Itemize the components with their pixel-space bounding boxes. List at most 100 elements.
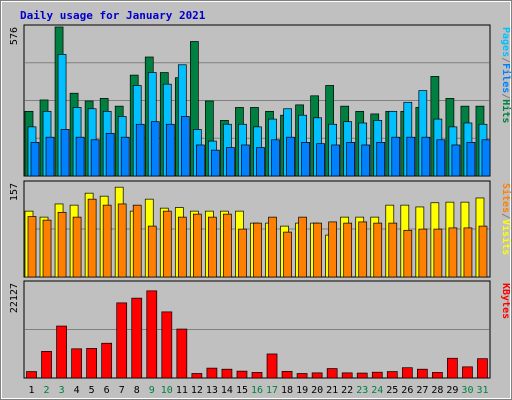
bar-kbytes-day-3 xyxy=(56,325,67,379)
bar-kbytes-day-6 xyxy=(101,342,113,379)
y-max-label: 22127 xyxy=(9,283,20,313)
bar-pages-day-31 xyxy=(481,139,491,177)
x-tick-label-day-27: 27 xyxy=(416,385,428,396)
bar-kbytes-day-21 xyxy=(326,368,338,379)
bar-pages-day-13 xyxy=(211,149,220,177)
legend-slash: / xyxy=(500,57,511,63)
bar-sites-day-18 xyxy=(283,231,292,278)
bar-pages-day-6 xyxy=(105,132,115,177)
x-tick-label-day-5: 5 xyxy=(89,385,95,396)
bar-sites-day-5 xyxy=(87,198,97,278)
bar-sites-day-26 xyxy=(403,229,413,278)
x-tick-label-day-8: 8 xyxy=(134,385,140,396)
panel-bottom: 22127 KBytes xyxy=(9,280,511,379)
bar-pages-day-12 xyxy=(196,144,205,177)
bar-sites-day-15 xyxy=(238,228,247,278)
legend-label-middle: Sites/Visits xyxy=(500,183,512,255)
bar-kbytes-day-27 xyxy=(417,368,428,379)
y-max-label: 157 xyxy=(9,183,20,201)
bar-sites-day-28 xyxy=(433,228,443,278)
chart-title: Daily usage for January 2021 xyxy=(20,9,206,22)
legend-hits: Hits xyxy=(500,99,512,123)
bar-pages-day-9 xyxy=(150,121,160,177)
x-tick-label-day-25: 25 xyxy=(386,385,398,396)
bar-kbytes-day-26 xyxy=(401,367,413,379)
bar-kbytes-day-29 xyxy=(447,357,458,379)
bar-sites-day-6 xyxy=(102,204,112,278)
bar-sites-day-16 xyxy=(253,222,262,278)
bar-pages-day-4 xyxy=(75,136,85,177)
bar-kbytes-day-20 xyxy=(311,372,323,379)
bar-pages-day-15 xyxy=(241,144,250,177)
bar-pages-day-26 xyxy=(406,136,416,177)
x-tick-label-day-10: 10 xyxy=(161,385,173,396)
bar-sites-day-14 xyxy=(223,213,232,278)
bar-pages-day-5 xyxy=(90,139,100,177)
bar-kbytes-day-1 xyxy=(26,371,37,379)
bar-kbytes-day-13 xyxy=(206,367,218,379)
bar-pages-day-29 xyxy=(451,144,461,177)
bar-pages-day-24 xyxy=(376,142,386,177)
bar-sites-day-31 xyxy=(478,225,488,278)
bar-sites-day-9 xyxy=(147,225,157,278)
bar-pages-day-28 xyxy=(436,139,446,177)
x-tick-label-day-4: 4 xyxy=(74,385,80,396)
bar-kbytes-day-11 xyxy=(176,328,188,379)
bar-kbytes-day-24 xyxy=(371,371,383,379)
bar-kbytes-day-16 xyxy=(251,372,263,379)
x-tick-label-day-18: 18 xyxy=(281,385,293,396)
legend-kbytes: KBytes xyxy=(500,283,511,319)
legend-slash: / xyxy=(500,213,511,219)
bar-kbytes-day-10 xyxy=(161,311,173,379)
legend-label-top: Pages/Files/Hits xyxy=(500,27,512,123)
x-tick-label-day-16: 16 xyxy=(251,385,263,396)
bar-sites-day-17 xyxy=(268,216,277,278)
bar-kbytes-day-7 xyxy=(116,302,128,379)
x-tick-label-day-13: 13 xyxy=(206,385,218,396)
bar-pages-day-2 xyxy=(45,136,55,177)
bar-pages-day-20 xyxy=(316,143,325,177)
bar-kbytes-day-9 xyxy=(146,290,158,379)
bar-sites-day-13 xyxy=(208,216,217,278)
x-tick-label-day-1: 1 xyxy=(29,385,35,396)
bar-sites-day-1 xyxy=(27,216,37,278)
x-tick-label-day-11: 11 xyxy=(176,385,188,396)
bar-sites-day-27 xyxy=(418,228,428,278)
bar-sites-day-29 xyxy=(448,227,458,278)
bar-kbytes-day-12 xyxy=(191,373,203,379)
x-tick-label-day-24: 24 xyxy=(371,385,383,396)
x-tick-label-day-9: 9 xyxy=(149,385,155,396)
x-tick-label-day-12: 12 xyxy=(191,385,203,396)
bar-kbytes-day-30 xyxy=(462,366,473,379)
bar-pages-day-16 xyxy=(256,147,265,177)
x-tick-label-day-22: 22 xyxy=(341,385,353,396)
bar-sites-day-8 xyxy=(132,204,142,278)
bar-pages-day-18 xyxy=(286,136,295,177)
bar-sites-day-24 xyxy=(373,222,383,278)
bar-sites-day-4 xyxy=(72,216,82,278)
legend-files: Files xyxy=(500,63,512,93)
bar-sites-day-3 xyxy=(57,211,67,278)
legend-slash: / xyxy=(500,93,511,99)
bar-sites-day-10 xyxy=(162,210,172,278)
bar-sites-day-20 xyxy=(313,222,322,278)
bar-sites-day-2 xyxy=(42,219,52,278)
bar-kbytes-day-22 xyxy=(341,372,353,379)
bar-pages-day-11 xyxy=(180,116,190,177)
panel-middle: 157 Sites/Visits xyxy=(9,180,512,278)
bar-kbytes-day-15 xyxy=(236,370,248,379)
bar-kbytes-day-25 xyxy=(386,371,398,379)
bar-sites-day-30 xyxy=(463,227,473,278)
x-tick-label-day-31: 31 xyxy=(476,385,488,396)
x-tick-label-day-28: 28 xyxy=(431,385,443,396)
bar-pages-day-22 xyxy=(346,142,356,177)
bar-sites-day-19 xyxy=(298,216,307,278)
bar-pages-day-30 xyxy=(466,142,476,177)
bar-kbytes-day-18 xyxy=(281,370,293,379)
bar-kbytes-day-2 xyxy=(41,351,52,379)
x-tick-label-day-30: 30 xyxy=(461,385,473,396)
bar-kbytes-day-31 xyxy=(477,358,488,379)
